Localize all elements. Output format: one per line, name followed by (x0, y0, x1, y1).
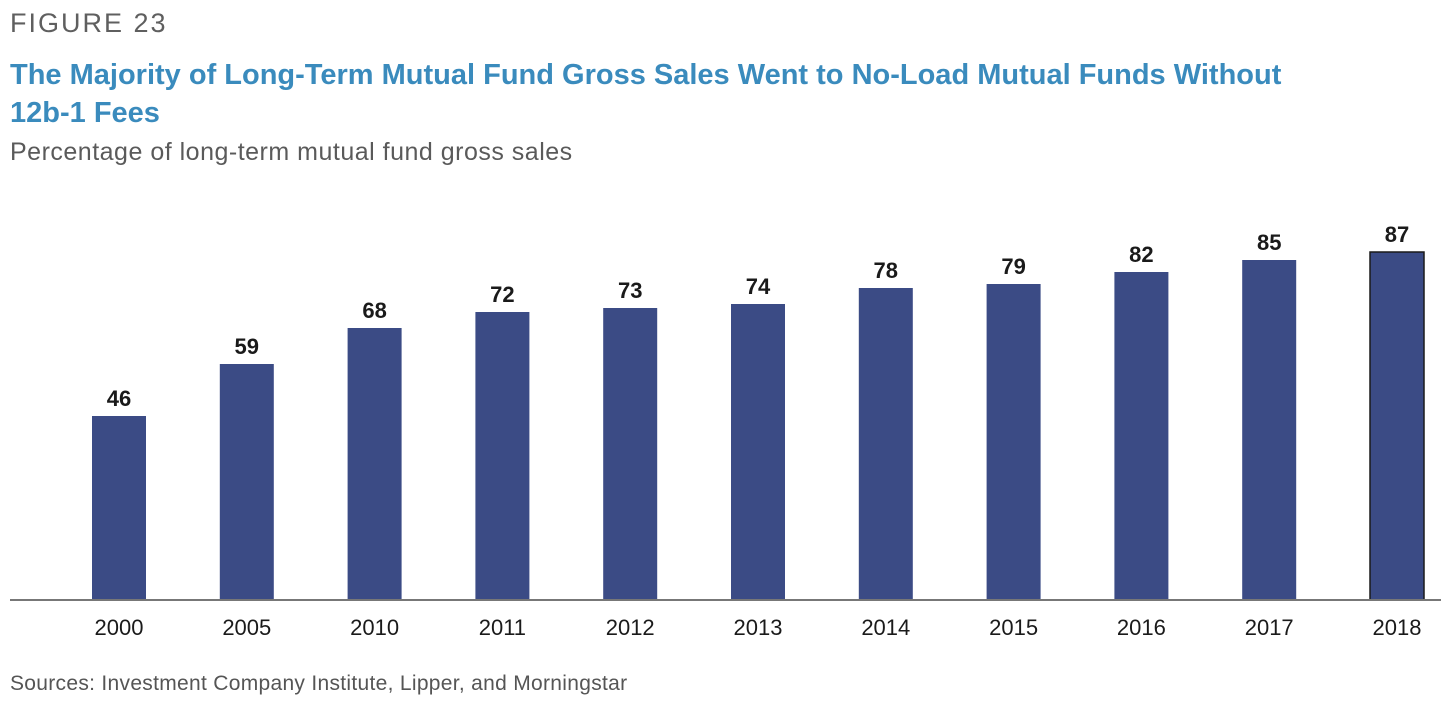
bar-2015 (986, 284, 1041, 600)
x-tick-label-2010: 2010 (350, 615, 399, 640)
x-tick-label-2015: 2015 (989, 615, 1038, 640)
x-tick-label-2018: 2018 (1373, 615, 1422, 640)
value-label-2014: 78 (874, 258, 898, 283)
value-label-2011: 72 (490, 282, 514, 307)
bars-group (92, 251, 1425, 601)
value-label-2015: 79 (1001, 254, 1025, 279)
bar-2018 (1369, 251, 1425, 601)
bar-2012 (603, 308, 658, 600)
value-label-2017: 85 (1257, 230, 1281, 255)
x-tick-label-2011: 2011 (479, 615, 526, 640)
bar-2005 (219, 364, 274, 600)
bar-2013 (731, 304, 785, 600)
x-tick-label-2017: 2017 (1245, 615, 1294, 640)
bar-2000 (92, 416, 146, 600)
source-note: Sources: Investment Company Institute, L… (10, 672, 628, 695)
value-label-2013: 74 (746, 274, 771, 299)
chart-title: The Majority of Long-Term Mutual Fund Gr… (10, 59, 1282, 129)
x-tick-label-2016: 2016 (1117, 615, 1166, 640)
figure-label: FIGURE 23 (10, 8, 168, 38)
value-label-2000: 46 (107, 386, 131, 411)
x-tick-label-2000: 2000 (95, 615, 144, 640)
value-label-2018: 87 (1385, 222, 1409, 247)
value-labels-group: 46 59 68 72 73 74 78 79 82 85 87 (107, 222, 1409, 411)
bar-2010 (347, 328, 402, 600)
value-label-2010: 68 (362, 298, 386, 323)
x-tick-label-2005: 2005 (222, 615, 271, 640)
value-label-2012: 73 (618, 278, 642, 303)
x-tick-labels-group: 2000 2005 2010 2011 2012 2013 2014 2015 2016 2017… (95, 615, 1422, 640)
value-label-2005: 59 (235, 334, 259, 359)
chart-subtitle: Percentage of long-term mutual fund gros… (10, 138, 573, 166)
x-tick-label-2014: 2014 (861, 615, 910, 640)
bar-2016 (1114, 272, 1169, 600)
value-label-2016: 82 (1129, 242, 1153, 267)
x-tick-label-2012: 2012 (606, 615, 655, 640)
bar-2017 (1242, 260, 1297, 600)
bar-2014 (858, 288, 913, 600)
bar-2011 (475, 312, 530, 600)
x-tick-label-2013: 2013 (734, 615, 783, 640)
